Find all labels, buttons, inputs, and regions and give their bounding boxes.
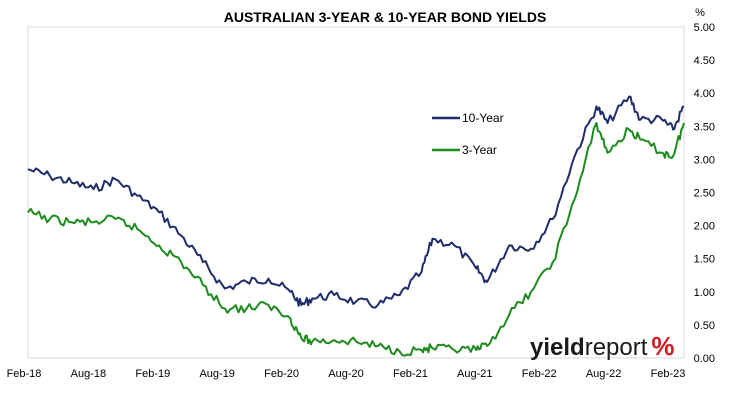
x-tick-label: Feb-22: [522, 368, 557, 380]
x-tick-label: Feb-21: [393, 368, 428, 380]
y-tick-label: 3.00: [694, 154, 715, 166]
y-axis-unit-label: %: [695, 7, 705, 19]
series-line-3-year: [27, 122, 685, 357]
logo-percent-symbol: %: [651, 331, 674, 361]
x-tick-label: Aug-21: [457, 368, 492, 380]
series-lines: [27, 95, 685, 357]
svg-text:yieldreport%: yieldreport%: [530, 331, 675, 361]
legend-label: 10-Year: [462, 111, 504, 125]
y-tick-label: 4.00: [694, 88, 715, 100]
y-tick-label: 2.50: [694, 188, 715, 200]
y-tick-label: 0.00: [694, 353, 715, 365]
y-tick-label: 0.50: [694, 320, 715, 332]
y-tick-label: 4.50: [694, 55, 715, 67]
x-tick-label: Aug-18: [71, 368, 106, 380]
x-tick-label: Feb-20: [264, 368, 299, 380]
x-tick-label: Feb-18: [7, 368, 42, 380]
plot-area-border: [27, 26, 685, 359]
y-tick-label: 1.00: [694, 287, 715, 299]
logo-text-yield: yield: [530, 334, 585, 361]
y-tick-label: 2.00: [694, 221, 715, 233]
x-axis: Feb-18 Aug-18 Feb-19 Aug-19 Feb-20 Aug-20 Feb-…: [7, 368, 686, 380]
x-tick-label: Feb-23: [651, 368, 686, 380]
y-tick-label: 3.50: [694, 121, 715, 133]
x-tick-label: Aug-19: [199, 368, 234, 380]
legend-label: 3-Year: [462, 143, 497, 157]
yieldreport-logo: yieldreport%: [530, 331, 675, 361]
y-tick-label: 5.00: [694, 22, 715, 34]
logo-text-report: report: [585, 334, 648, 361]
y-axis: 0.00 0.50 1.00 1.50 2.00 2.50 3.00 3.50 4.00 4.50…: [694, 22, 715, 365]
chart-title: AUSTRALIAN 3-YEAR & 10-YEAR BOND YIELDS: [224, 9, 547, 25]
y-tick-label: 1.50: [694, 254, 715, 266]
x-tick-label: Feb-19: [135, 368, 170, 380]
x-tick-label: Aug-22: [586, 368, 621, 380]
legend: 10-Year 3-Year: [432, 111, 504, 157]
x-tick-label: Aug-20: [328, 368, 363, 380]
series-line-10-year: [27, 95, 685, 309]
